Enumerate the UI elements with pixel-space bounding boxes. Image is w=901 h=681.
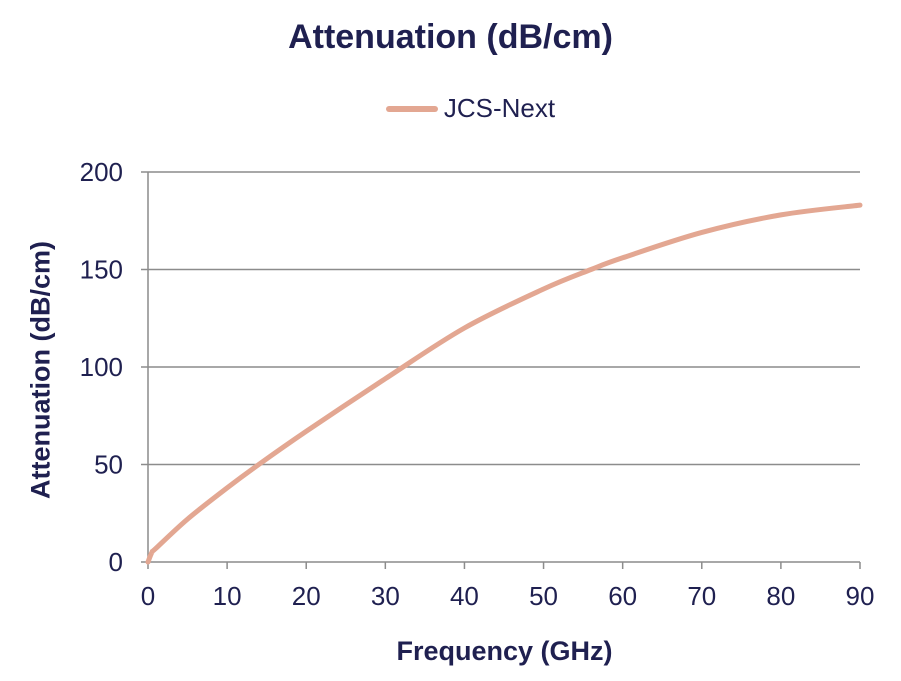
- y-tick-label: 200: [80, 157, 123, 187]
- y-tick-label: 150: [80, 255, 123, 285]
- x-tick-label: 50: [529, 581, 558, 611]
- y-axis-label: Attenuation (dB/cm): [25, 241, 56, 499]
- chart-title: Attenuation (dB/cm): [288, 18, 613, 56]
- x-tick-label: 10: [213, 581, 242, 611]
- y-tick-label: 0: [109, 547, 123, 577]
- series-line-jcs-next: [145, 202, 863, 565]
- x-tick-label: 60: [608, 581, 637, 611]
- x-axis-label: Frequency (GHz): [396, 636, 613, 666]
- x-tick-label: 30: [371, 581, 400, 611]
- x-tick-label: 0: [141, 581, 155, 611]
- x-tick-label: 40: [450, 581, 479, 611]
- x-tick-label: 70: [687, 581, 716, 611]
- legend-swatch: [385, 105, 438, 112]
- legend: JCS-Next: [0, 93, 901, 124]
- y-tick-label: 50: [94, 450, 123, 480]
- y-tick-label: 100: [80, 352, 123, 382]
- x-tick-label: 90: [846, 581, 875, 611]
- x-tick-label: 20: [292, 581, 321, 611]
- legend-label: JCS-Next: [443, 93, 556, 123]
- x-tick-label: 80: [766, 581, 795, 611]
